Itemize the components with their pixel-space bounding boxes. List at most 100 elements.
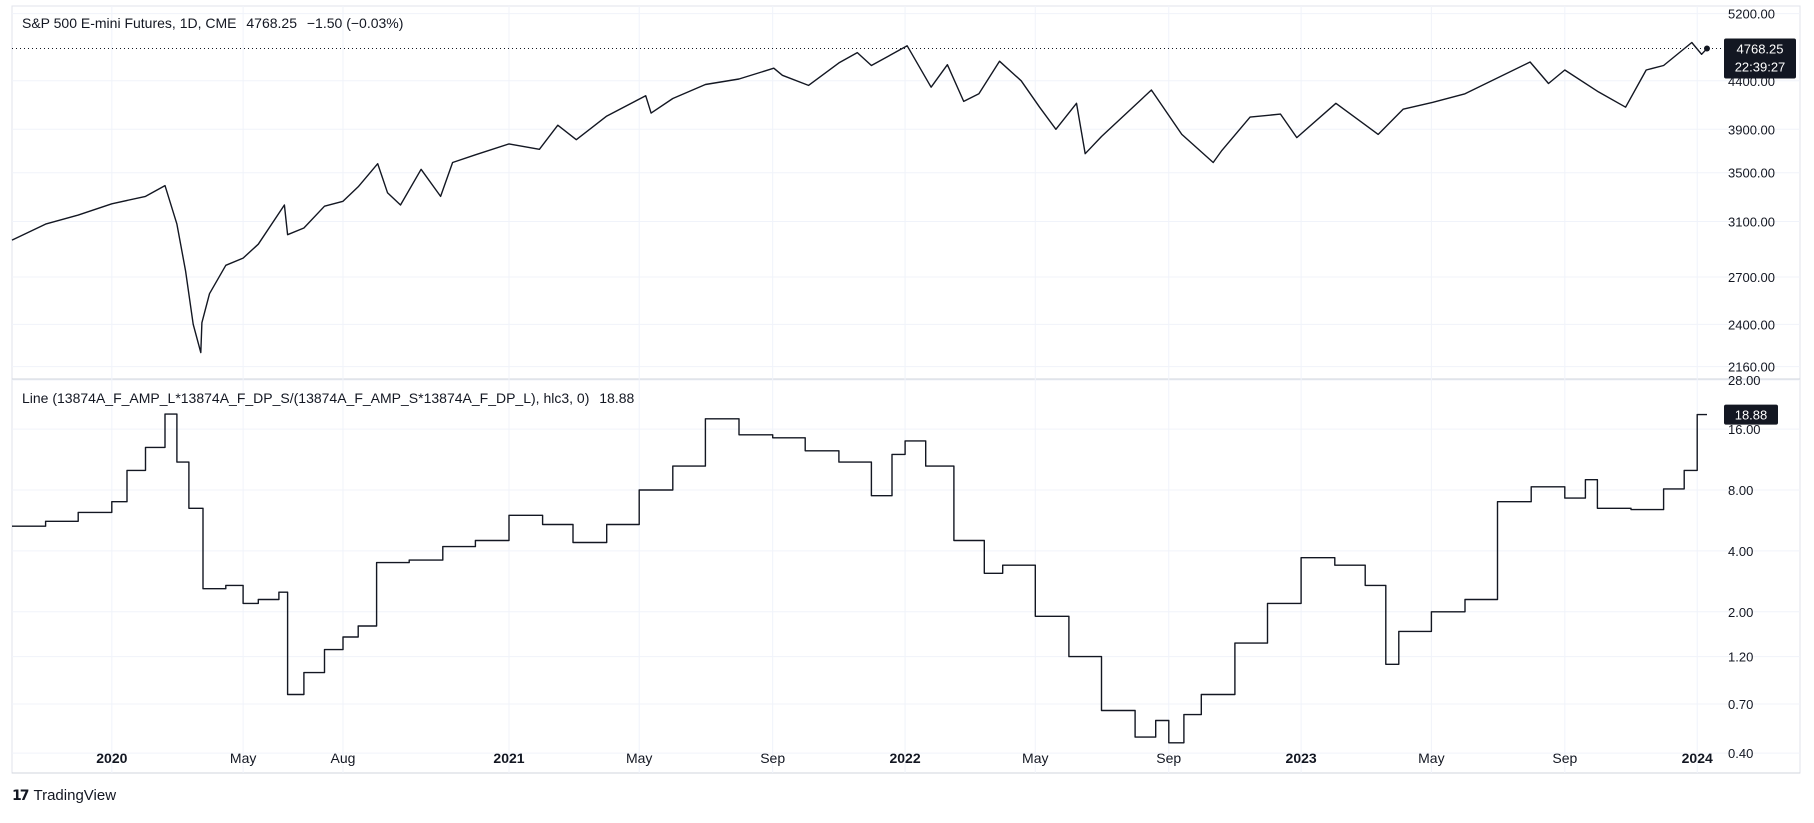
indicator-point[interactable] — [637, 488, 642, 493]
indicator-point[interactable] — [1629, 507, 1634, 512]
price-point[interactable] — [375, 161, 380, 166]
price-point[interactable] — [43, 222, 48, 227]
price-point[interactable] — [473, 152, 478, 157]
indicator-point[interactable] — [473, 538, 478, 543]
price-pane[interactable]: 5200.004400.003900.003500.003100.002700.… — [10, 7, 1801, 375]
indicator-point[interactable] — [1429, 609, 1434, 614]
price-point[interactable] — [555, 123, 560, 128]
indicator-point[interactable] — [1705, 412, 1710, 417]
price-point[interactable] — [1278, 112, 1283, 117]
indicator-point[interactable] — [1232, 641, 1237, 646]
indicator-point[interactable] — [341, 635, 346, 640]
indicator-point[interactable] — [276, 590, 281, 595]
indicator-point[interactable] — [301, 670, 306, 675]
price-point[interactable] — [1074, 101, 1079, 106]
indicator-point[interactable] — [186, 506, 191, 511]
indicator-point[interactable] — [256, 597, 261, 602]
price-point[interactable] — [1037, 105, 1042, 110]
price-point[interactable] — [1623, 105, 1628, 110]
indicator-point[interactable] — [374, 560, 379, 565]
indicator-point[interactable] — [285, 692, 290, 697]
price-series-line[interactable] — [11, 41, 1708, 354]
price-point[interactable] — [643, 93, 648, 98]
indicator-point[interactable] — [982, 571, 987, 576]
price-point[interactable] — [869, 63, 874, 68]
price-point[interactable] — [1149, 88, 1154, 93]
indicator-point[interactable] — [1000, 563, 1005, 568]
indicator-point[interactable] — [951, 538, 956, 543]
price-point[interactable] — [419, 167, 424, 172]
indicator-point[interactable] — [770, 435, 775, 440]
indicator-point[interactable] — [1562, 496, 1567, 501]
price-point[interactable] — [450, 160, 455, 165]
price-point[interactable] — [256, 242, 261, 247]
price-point[interactable] — [1099, 134, 1104, 139]
indicator-point[interactable] — [1396, 629, 1401, 634]
price-point[interactable] — [1546, 81, 1551, 86]
price-point[interactable] — [1083, 151, 1088, 156]
price-point[interactable] — [398, 203, 403, 208]
indicator-point[interactable] — [1529, 484, 1534, 489]
price-point[interactable] — [163, 183, 168, 188]
price-point[interactable] — [836, 60, 841, 65]
indicator-point[interactable] — [803, 448, 808, 453]
price-point[interactable] — [1294, 135, 1299, 140]
price-point[interactable] — [537, 147, 542, 152]
indicator-point[interactable] — [1181, 712, 1186, 717]
price-point[interactable] — [1689, 40, 1694, 45]
price-point[interactable] — [780, 73, 785, 78]
indicator-point[interactable] — [1033, 614, 1038, 619]
indicator-point[interactable] — [322, 647, 327, 652]
price-point[interactable] — [976, 91, 981, 96]
price-point[interactable] — [855, 50, 860, 55]
indicator-point[interactable] — [143, 445, 148, 450]
indicator-point[interactable] — [76, 510, 81, 515]
price-point[interactable] — [945, 62, 950, 67]
price-point[interactable] — [1053, 127, 1058, 132]
indicator-pane[interactable]: 28.00 16.00 8.00 4.00 2.00 1.20 0.70 0.40 18.88 — [10, 373, 1801, 761]
price-point[interactable] — [241, 256, 246, 261]
indicator-series-line[interactable] — [12, 413, 1707, 744]
price-point[interactable] — [997, 59, 1002, 64]
price-point[interactable] — [76, 213, 81, 218]
price-point[interactable] — [341, 199, 346, 204]
indicator-point[interactable] — [1265, 601, 1270, 606]
indicator-point[interactable] — [1495, 499, 1500, 504]
indicator-point[interactable] — [1199, 692, 1204, 697]
price-point[interactable] — [1333, 101, 1338, 106]
price-point[interactable] — [574, 137, 579, 142]
indicator-point[interactable] — [571, 540, 576, 545]
price-point[interactable] — [223, 263, 228, 268]
indicator-point[interactable] — [1463, 597, 1468, 602]
price-point[interactable] — [1430, 100, 1435, 105]
price-point[interactable] — [191, 322, 196, 327]
price-point[interactable] — [1562, 68, 1567, 73]
indicator-point[interactable] — [356, 624, 361, 629]
indicator-point[interactable] — [903, 438, 908, 443]
indicator-point[interactable] — [1133, 735, 1138, 740]
price-point[interactable] — [1528, 60, 1533, 65]
price-point[interactable] — [1661, 63, 1666, 68]
price-point[interactable] — [905, 43, 910, 48]
indicator-point[interactable] — [836, 460, 841, 465]
indicator-point[interactable] — [10, 524, 15, 529]
indicator-point[interactable] — [109, 499, 114, 504]
indicator-point[interactable] — [223, 583, 228, 588]
indicator-point[interactable] — [201, 586, 206, 591]
price-point[interactable] — [301, 226, 306, 231]
indicator-point[interactable] — [737, 432, 742, 437]
price-point[interactable] — [771, 66, 776, 71]
indicator-point[interactable] — [890, 452, 895, 457]
indicator-point[interactable] — [1383, 662, 1388, 667]
price-point[interactable] — [198, 350, 203, 355]
price-point[interactable] — [285, 232, 290, 237]
price-point[interactable] — [199, 320, 204, 325]
indicator-point[interactable] — [1363, 583, 1368, 588]
indicator-point[interactable] — [540, 522, 545, 527]
price-point[interactable] — [322, 204, 327, 209]
indicator-point[interactable] — [241, 601, 246, 606]
indicator-point[interactable] — [1332, 563, 1337, 568]
price-point[interactable] — [1376, 132, 1381, 137]
price-point[interactable] — [604, 114, 609, 119]
